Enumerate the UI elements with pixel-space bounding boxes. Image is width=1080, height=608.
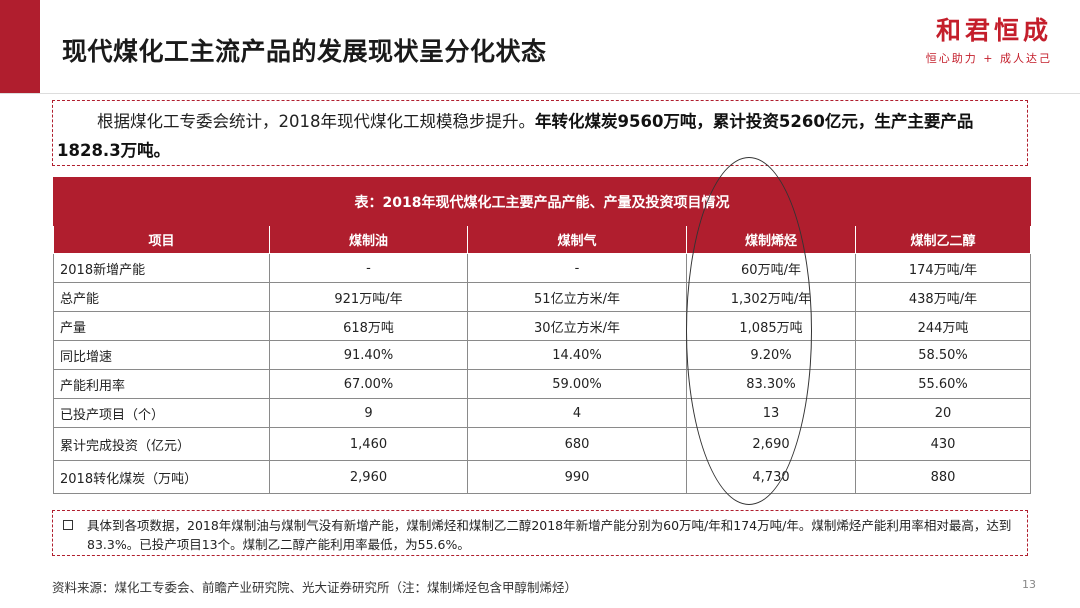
table-cell: 58.50%	[855, 340, 1031, 370]
intro-box: 根据煤化工专委会统计，2018年现代煤化工规模稳步提升。年转化煤炭9560万吨，…	[52, 100, 1028, 166]
table-cell: 30亿立方米/年	[467, 311, 687, 341]
intro-bold-text: 年转化煤炭9560万吨，累计投资5260亿元，生产主要产品1828.3万吨。	[57, 112, 974, 160]
row-label: 产量	[53, 311, 270, 341]
table-row: 2018新增产能 - - 60万吨/年 174万吨/年	[53, 253, 1031, 283]
row-label: 2018转化煤炭（万吨）	[53, 460, 270, 494]
corner-accent-bar	[0, 0, 40, 94]
table-cell: 880	[855, 460, 1031, 494]
table-cell: 430	[855, 427, 1031, 461]
table-cell: 2,960	[269, 460, 468, 494]
production-table: 表：2018年现代煤化工主要产品产能、产量及投资项目情况 项目 煤制油 煤制气 …	[53, 177, 1031, 494]
brand-slogan: 恒心助力 + 成人达己	[925, 52, 1052, 65]
table-cell: 91.40%	[269, 340, 468, 370]
column-header: 项目	[53, 225, 270, 254]
table-cell: 618万吨	[269, 311, 468, 341]
table-cell: 9	[269, 398, 468, 428]
table-cell: 51亿立方米/年	[467, 282, 687, 312]
table-cell: -	[269, 253, 468, 283]
row-label: 同比增速	[53, 340, 270, 370]
table-caption: 表：2018年现代煤化工主要产品产能、产量及投资项目情况	[53, 177, 1031, 226]
table-cell: 59.00%	[467, 369, 687, 399]
column-header: 煤制气	[467, 225, 687, 254]
table-row: 产能利用率 67.00% 59.00% 83.30% 55.60%	[53, 369, 1031, 399]
table-cell: 921万吨/年	[269, 282, 468, 312]
table-row: 已投产项目（个） 9 4 13 20	[53, 398, 1031, 428]
table-cell: 55.60%	[855, 369, 1031, 399]
row-label: 已投产项目（个）	[53, 398, 270, 428]
table-cell: 244万吨	[855, 311, 1031, 341]
table-cell: -	[467, 253, 687, 283]
source-citation: 资料来源：煤化工专委会、前瞻产业研究院、光大证券研究所（注：煤制烯烃包含甲醇制烯…	[52, 580, 578, 595]
table-row: 总产能 921万吨/年 51亿立方米/年 1,302万吨/年 438万吨/年	[53, 282, 1031, 312]
column-header: 煤制油	[269, 225, 468, 254]
table-row: 2018转化煤炭（万吨） 2,960 990 4,730 880	[53, 460, 1031, 494]
table-cell: 680	[467, 427, 687, 461]
brand-logo: 和君恒成 恒心助力 + 成人达己	[926, 16, 1052, 66]
intro-plain-text: 根据煤化工专委会统计，2018年现代煤化工规模稳步提升。	[97, 112, 535, 131]
table-cell: 174万吨/年	[855, 253, 1031, 283]
page-number: 13	[1022, 578, 1036, 591]
row-label: 产能利用率	[53, 369, 270, 399]
square-bullet-icon	[63, 520, 73, 530]
row-label: 总产能	[53, 282, 270, 312]
table-row: 产量 618万吨 30亿立方米/年 1,085万吨 244万吨	[53, 311, 1031, 341]
note-box: 具体到各项数据，2018年煤制油与煤制气没有新增产能，煤制烯烃和煤制乙二醇201…	[52, 510, 1028, 556]
table-header-row: 项目 煤制油 煤制气 煤制烯烃 煤制乙二醇	[53, 225, 1031, 254]
title-divider	[0, 93, 1080, 94]
table-cell: 67.00%	[269, 369, 468, 399]
table-cell: 14.40%	[467, 340, 687, 370]
table-row: 累计完成投资（亿元） 1,460 680 2,690 430	[53, 427, 1031, 461]
table-cell: 20	[855, 398, 1031, 428]
table-cell: 990	[467, 460, 687, 494]
column-header: 煤制乙二醇	[855, 225, 1031, 254]
row-label: 2018新增产能	[53, 253, 270, 283]
row-label: 累计完成投资（亿元）	[53, 427, 270, 461]
table-row: 同比增速 91.40% 14.40% 9.20% 58.50%	[53, 340, 1031, 370]
table-cell: 1,460	[269, 427, 468, 461]
note-text: 具体到各项数据，2018年煤制油与煤制气没有新增产能，煤制烯烃和煤制乙二醇201…	[87, 518, 1012, 552]
page-title: 现代煤化工主流产品的发展现状呈分化状态	[62, 37, 547, 66]
table-cell: 4	[467, 398, 687, 428]
table-cell: 438万吨/年	[855, 282, 1031, 312]
highlight-ellipse	[686, 157, 812, 505]
brand-name: 和君恒成	[935, 16, 1052, 45]
